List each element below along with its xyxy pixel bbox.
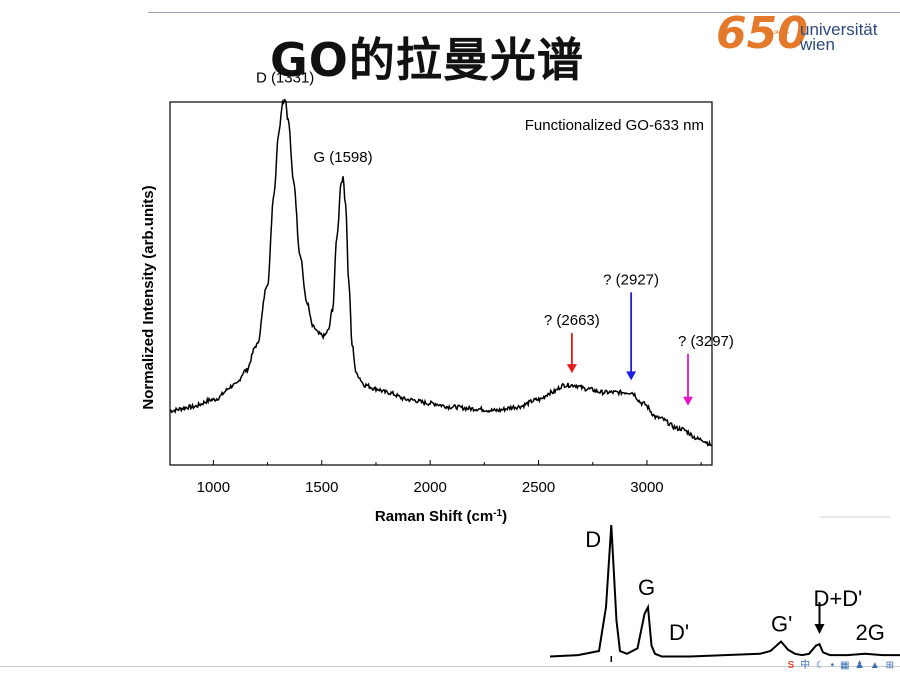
x-tick-label: 2500	[522, 479, 555, 496]
second-spectrum-line	[549, 524, 900, 658]
second-arrow-head	[814, 624, 825, 634]
peak-label: ? (3297)	[678, 333, 734, 350]
university-logo: 650 JAHRE universität wien	[716, 8, 896, 59]
spectrum-line	[169, 98, 713, 447]
ime-s-icon[interactable]: S	[787, 660, 795, 671]
peak-label: G (1598)	[313, 149, 372, 166]
ime-toolbar: S 中 ☾ • ▦ ♟ ▲ ⊞	[785, 656, 894, 671]
logo-number: 650	[716, 8, 808, 59]
x-tick-label: 2000	[413, 479, 446, 496]
shirt-icon[interactable]: ▲	[869, 660, 880, 671]
y-axis-label: Normalized Intensity (arb.units)	[140, 185, 157, 409]
logo-text-line2: wien	[800, 35, 835, 54]
peak-label: D (1331)	[256, 69, 314, 86]
peak-label: ? (2927)	[603, 271, 659, 288]
keyboard-icon[interactable]: ▦	[839, 660, 850, 671]
dot-icon[interactable]: •	[830, 660, 835, 671]
x-axis-label: Raman Shift (cm-1)	[375, 508, 507, 526]
person-icon[interactable]: ♟	[855, 660, 865, 671]
peak-arrow-head	[683, 396, 693, 406]
x-tick-label: 1000	[197, 479, 230, 496]
plot-frame	[169, 101, 713, 466]
x-tick-label: 3000	[630, 479, 663, 496]
ime-chinese-icon[interactable]: 中	[800, 660, 811, 671]
slide-title: GO的拉曼光谱	[270, 33, 584, 87]
x-tick-label: 1500	[305, 479, 338, 496]
header-divider	[148, 12, 900, 13]
second-peak-label: D+D'	[814, 586, 863, 611]
peak-arrow-head	[626, 371, 637, 381]
logo-jahre: JAHRE	[773, 30, 790, 36]
grid-icon[interactable]: ⊞	[885, 660, 894, 671]
second-peak-label: 2G	[856, 620, 885, 645]
bottom-divider	[0, 666, 900, 667]
second-peak-label: G	[638, 575, 655, 600]
second-peak-label: D'	[669, 620, 689, 645]
logo-text-line1: universität	[800, 20, 878, 39]
peak-arrow-head	[566, 364, 577, 374]
second-peak-label: D	[585, 527, 601, 552]
peak-label: ? (2663)	[544, 312, 600, 329]
inset-label: Functionalized GO-633 nm	[525, 117, 704, 134]
logo-text: universität wien	[800, 20, 878, 54]
moon-icon[interactable]: ☾	[815, 660, 825, 671]
second-peak-label: G'	[771, 611, 792, 636]
